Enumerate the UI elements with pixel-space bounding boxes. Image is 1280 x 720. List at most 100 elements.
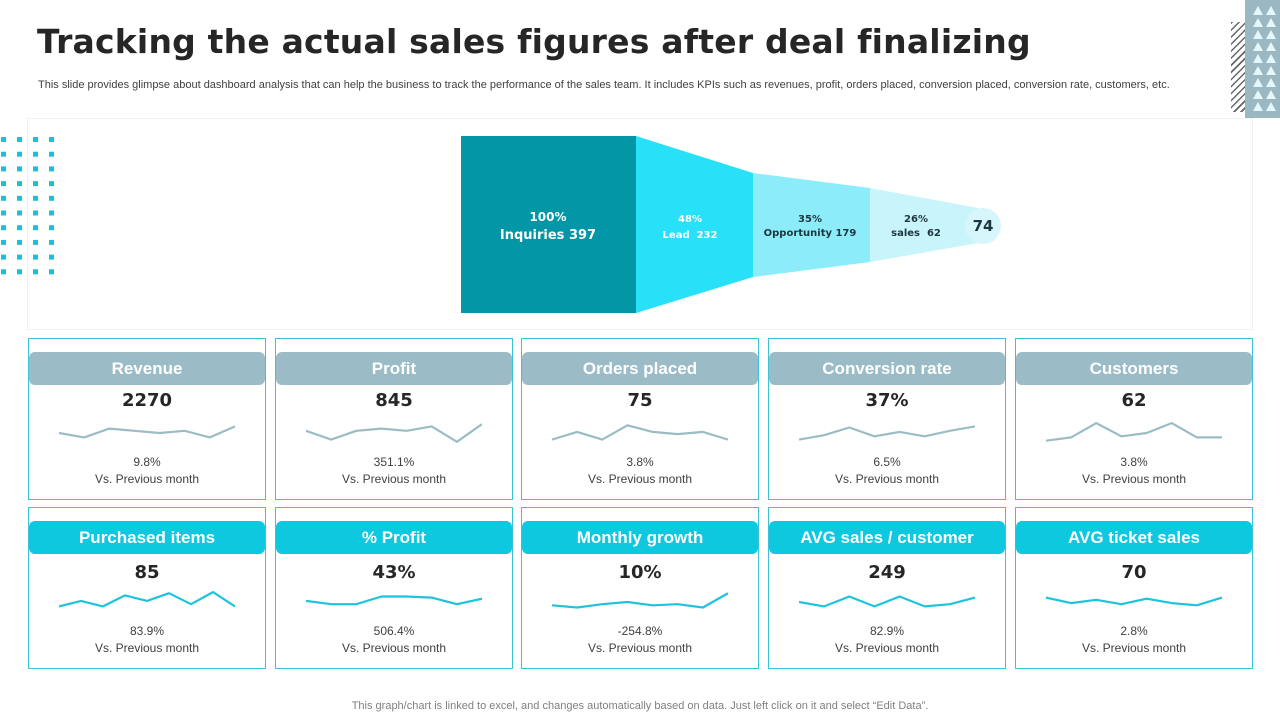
kpi-card-comparison: Vs. Previous month <box>1081 472 1187 486</box>
kpi-sparkline <box>799 595 975 608</box>
funnel-stage-lead <box>636 136 753 313</box>
kpi-card-comparison: Vs. Previous month <box>341 472 447 486</box>
decor-dot <box>49 151 54 157</box>
decor-triangle <box>1253 90 1263 99</box>
kpi-card-change: 2.8% <box>1120 624 1148 638</box>
decor-dot <box>1 239 6 245</box>
kpi-card-comparison: Vs. Previous month <box>587 641 693 655</box>
sparkline-path <box>552 592 728 609</box>
decor-dot <box>33 137 38 142</box>
decor-dot <box>49 195 54 201</box>
funnel-stage-sales <box>870 188 978 262</box>
decor-triangle <box>1253 42 1263 51</box>
sparkline-path <box>306 595 482 606</box>
decor-dot <box>33 269 38 275</box>
decor-dot <box>17 166 22 172</box>
stage-lead-label: Lead 232 <box>663 230 718 241</box>
kpi-card-title: Customers <box>1016 352 1252 385</box>
kpi-card-change: 83.9% <box>129 624 165 638</box>
kpi-card-value: 62 <box>1121 390 1147 411</box>
sparkline-path <box>306 423 482 443</box>
sparkline-path <box>1046 596 1222 607</box>
kpi-card-value: 249 <box>868 562 906 583</box>
dot-grid-decoration <box>1 137 54 275</box>
sparkline-path <box>59 425 235 439</box>
kpi-card-title: AVG ticket sales <box>1016 521 1252 554</box>
stage-inquiries-pct: 100% <box>529 210 566 224</box>
decor-triangle <box>1266 66 1276 75</box>
decor-dot <box>33 166 38 172</box>
kpi-card-change: 6.5% <box>873 455 901 469</box>
kpi-card-title: Monthly growth <box>522 521 758 554</box>
decor-dot <box>49 137 54 142</box>
kpi-sparkline <box>59 590 235 608</box>
kpi-card-value: 75 <box>627 390 653 411</box>
kpi-card-value: 845 <box>375 390 413 411</box>
kpi-sparkline <box>1046 596 1222 607</box>
decor-dot <box>49 225 54 231</box>
stage-opportunity-label: Opportunity 179 <box>764 228 857 239</box>
decor-triangle <box>1266 18 1276 27</box>
kpi-card-revenue: Revenue 2270 9.8% Vs. Previous month <box>28 338 266 500</box>
hatch-decoration <box>1231 22 1247 112</box>
kpi-card-orders-placed: Orders placed 75 3.8% Vs. Previous month <box>521 338 759 500</box>
kpi-card-comparison: Vs. Previous month <box>1081 641 1187 655</box>
kpi-sparkline <box>306 595 482 606</box>
kpi-card-change: 3.8% <box>1120 455 1148 469</box>
decor-dot <box>17 254 22 260</box>
sparkline-path <box>1046 421 1222 442</box>
kpi-card-change: 82.9% <box>869 624 905 638</box>
kpi-card-comparison: Vs. Previous month <box>834 641 940 655</box>
kpi-card-title: Revenue <box>29 352 265 385</box>
kpi-card-value: 43% <box>372 562 416 583</box>
kpi-sparkline <box>59 425 235 439</box>
decor-dot <box>49 166 54 172</box>
sparkline-path <box>799 425 975 441</box>
footer-note: This graph/chart is linked to excel, and… <box>351 700 929 712</box>
kpi-sparkline <box>552 424 728 441</box>
kpi-card-title: AVG sales / customer <box>769 521 1005 554</box>
kpi-card-change: 506.4% <box>373 624 415 638</box>
decor-triangle <box>1266 90 1276 99</box>
decor-dot <box>49 181 54 187</box>
decor-dot <box>1 181 6 187</box>
kpi-card-title: Purchased items <box>29 521 265 554</box>
page-subtitle: This slide provides glimpse about dashbo… <box>38 79 1170 91</box>
decor-dot <box>49 269 54 275</box>
decor-triangle <box>1266 54 1276 63</box>
decor-dot <box>49 210 54 216</box>
kpi-card-avg-sales-per-customer: AVG sales / customer 249 82.9% Vs. Previ… <box>768 507 1006 669</box>
kpi-card-purchased-items: Purchased items 85 83.9% Vs. Previous mo… <box>28 507 266 669</box>
sparkline-path <box>552 424 728 441</box>
page-title: Tracking the actual sales figures after … <box>37 22 1031 61</box>
kpi-card-change: -254.8% <box>617 624 663 638</box>
kpi-card-change: 3.8% <box>626 455 654 469</box>
kpi-card-comparison: Vs. Previous month <box>94 472 200 486</box>
decor-dot <box>33 195 38 201</box>
decor-dot <box>33 254 38 260</box>
kpi-card-value: 2270 <box>121 390 173 411</box>
decor-triangle <box>1253 78 1263 87</box>
funnel-stage-inquiries <box>461 136 636 313</box>
decor-dot <box>33 239 38 245</box>
stage-sales-pct: 26% <box>904 214 928 225</box>
decor-triangle <box>1266 30 1276 39</box>
kpi-card-conversion-rate: Conversion rate 37% 6.5% Vs. Previous mo… <box>768 338 1006 500</box>
decor-dot <box>17 225 22 231</box>
decor-dot <box>33 151 38 157</box>
stage-inquiries-label: Inquiries 397 <box>500 228 596 243</box>
kpi-card-title: Orders placed <box>522 352 758 385</box>
funnel-end-circle <box>965 208 1001 244</box>
decor-dot <box>17 137 22 142</box>
decor-dot <box>49 239 54 245</box>
decor-dot <box>1 225 6 231</box>
kpi-sparkline <box>306 423 482 443</box>
decor-dot <box>17 195 22 201</box>
kpi-card-percent-profit: % Profit 43% 506.4% Vs. Previous month <box>275 507 513 669</box>
stage-lead-pct: 48% <box>678 214 702 225</box>
funnel-end-value: 74 <box>973 217 994 235</box>
decor-dot <box>33 225 38 231</box>
stage-sales-label: sales 62 <box>891 228 941 239</box>
sparkline-path <box>799 595 975 608</box>
decor-dot <box>33 181 38 187</box>
